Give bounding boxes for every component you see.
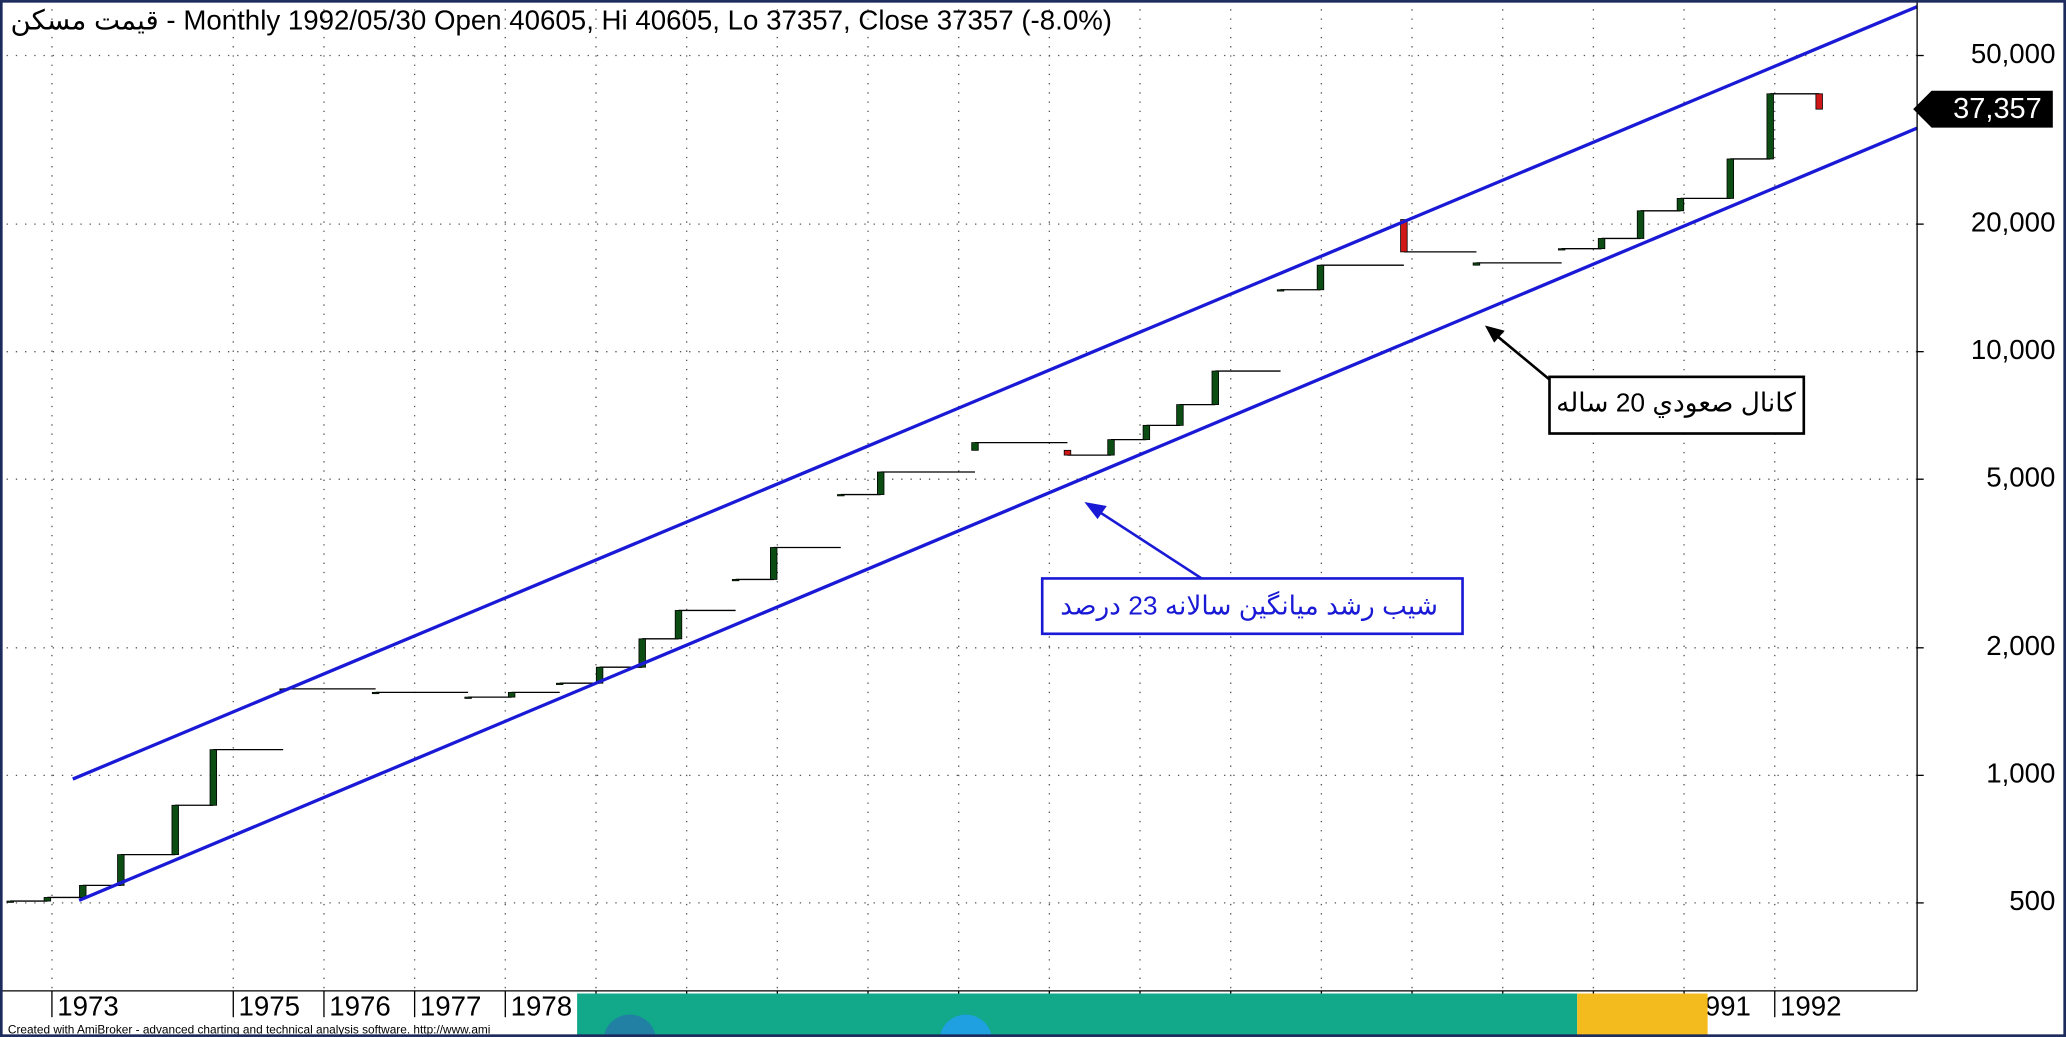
x-tick-label: 1975 bbox=[239, 990, 301, 1021]
candle bbox=[172, 805, 179, 854]
candle bbox=[1767, 94, 1774, 159]
candle bbox=[1143, 425, 1150, 439]
banner bbox=[577, 993, 1708, 1037]
candle bbox=[1177, 405, 1184, 426]
y-tick-label: 10,000 bbox=[1971, 334, 2056, 365]
candle bbox=[877, 472, 884, 495]
chart: قيمت مسكن - Monthly 1992/05/30 Open 4060… bbox=[0, 0, 2066, 1037]
candle bbox=[1816, 94, 1823, 109]
x-tick-label: 1992 bbox=[1780, 990, 1842, 1021]
candle bbox=[210, 750, 217, 806]
y-tick-label: 500 bbox=[2009, 885, 2055, 916]
last-price-label: 37,357 bbox=[1953, 93, 2042, 125]
candle bbox=[1401, 220, 1408, 252]
candle bbox=[732, 579, 739, 580]
x-tick-label: 1977 bbox=[420, 990, 482, 1021]
candle bbox=[1277, 290, 1284, 291]
background bbox=[0, 0, 2066, 1037]
candle bbox=[1727, 159, 1734, 198]
candle bbox=[7, 901, 14, 902]
candle bbox=[508, 692, 515, 697]
candle bbox=[1637, 211, 1644, 239]
annotation-text: كانال صعودي 20 ساله bbox=[1556, 387, 1796, 418]
candle bbox=[1212, 371, 1219, 405]
candle bbox=[44, 897, 51, 901]
candle bbox=[1677, 198, 1684, 210]
candle bbox=[838, 495, 845, 496]
y-tick-label: 50,000 bbox=[1971, 38, 2056, 69]
candle bbox=[675, 610, 682, 638]
x-tick-label: 1978 bbox=[511, 990, 573, 1021]
candle bbox=[79, 885, 86, 897]
candle bbox=[465, 697, 472, 698]
y-tick-label: 2,000 bbox=[1986, 630, 2055, 661]
y-tick-label: 20,000 bbox=[1971, 206, 2056, 237]
banner-teal bbox=[577, 993, 1577, 1036]
candle bbox=[1598, 238, 1605, 248]
candle bbox=[1558, 249, 1565, 250]
candle bbox=[972, 443, 979, 451]
candle bbox=[372, 692, 379, 693]
candle bbox=[770, 547, 777, 579]
candle bbox=[1473, 263, 1480, 265]
candle bbox=[556, 683, 563, 684]
x-tick-label: 1976 bbox=[329, 990, 391, 1021]
candle bbox=[1064, 450, 1071, 455]
x-tick-label: 1973 bbox=[57, 990, 119, 1021]
candle bbox=[1317, 265, 1324, 290]
chart-title: قيمت مسكن - Monthly 1992/05/30 Open 4060… bbox=[11, 5, 1112, 37]
banner-yellow bbox=[1577, 993, 1707, 1036]
candle bbox=[1108, 440, 1115, 455]
y-tick-label: 5,000 bbox=[1986, 462, 2055, 493]
y-tick-label: 1,000 bbox=[1986, 758, 2055, 789]
annotation-text: شيب رشد ميانگين سالانه 23 درصد bbox=[1060, 590, 1438, 621]
